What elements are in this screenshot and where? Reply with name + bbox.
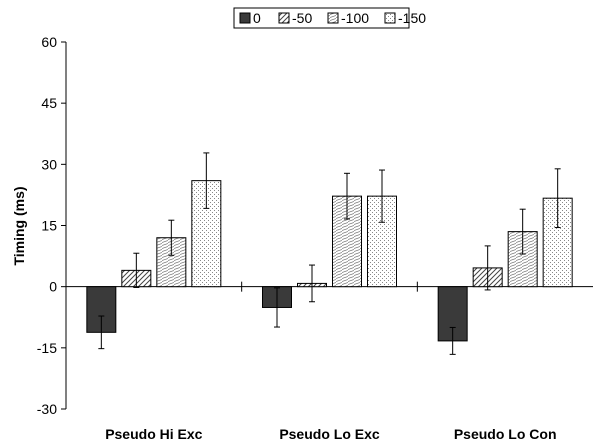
legend-swatch [384,12,396,24]
legend-frame [233,7,410,29]
y-axis: -30 -15 0 15 30 45 60 [37,34,67,417]
x-axis: Pseudo Hi Exc Pseudo Lo Exc Pseudo Lo Con [66,281,593,442]
legend-swatch [239,12,251,24]
y-axis-title: Timing (ms) [11,186,27,265]
legend-swatch [278,12,290,24]
category-label: Pseudo Hi Exc [105,426,202,442]
y-tick-label: 30 [41,156,57,172]
legend-label: -50 [292,10,312,26]
legend-label: -100 [341,10,369,26]
bars [86,152,573,355]
legend-swatch [327,12,339,24]
y-tick-label: 45 [41,95,57,111]
y-tick-label: 60 [41,34,57,50]
y-tick-label: 15 [41,218,57,234]
category-label: Pseudo Lo Con [454,426,557,442]
y-tick-label: 0 [49,279,57,295]
legend-label: -150 [398,10,426,26]
category-label: Pseudo Lo Exc [279,426,380,442]
bar [191,180,222,288]
y-tick-label: -15 [37,340,57,356]
legend: 0 -50 -100 -150 [233,7,426,29]
legend-label: 0 [253,10,261,26]
y-tick-label: -30 [37,401,57,417]
